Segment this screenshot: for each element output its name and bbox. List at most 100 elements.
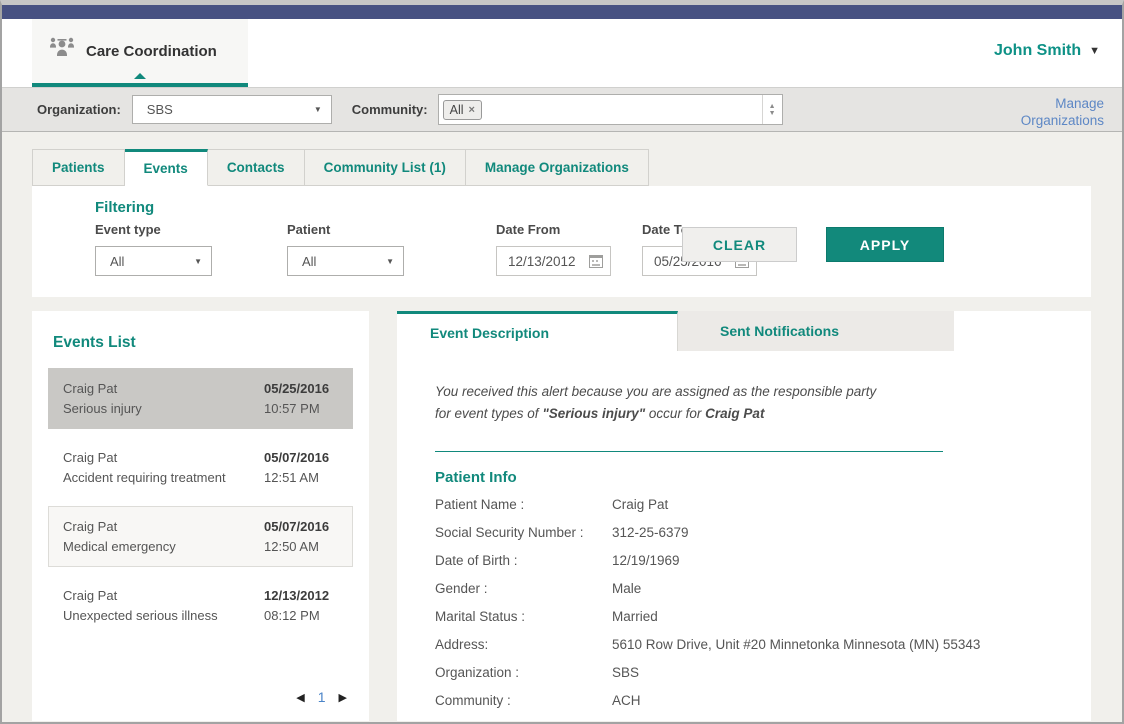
event-type: Serious injury (63, 401, 142, 416)
info-label: Patient Name : (435, 497, 525, 512)
main-content: Patients Events Contacts Community List … (2, 132, 1122, 722)
clear-button[interactable]: CLEAR (682, 227, 797, 262)
event-list-item[interactable]: Craig Pat Accident requiring treatment 0… (48, 437, 353, 498)
user-menu[interactable]: John Smith ▼ (994, 19, 1100, 83)
event-patient: Craig Pat (63, 450, 118, 465)
info-value: Married (612, 609, 658, 624)
event-patient: Craig Pat (63, 588, 118, 603)
event-detail-panel: Event Description Sent Notifications You… (397, 311, 1091, 721)
event-date: 05/25/2016 (264, 381, 330, 396)
tab-events[interactable]: Events (124, 149, 208, 186)
header: Care Coordination John Smith ▼ (2, 19, 1122, 87)
tab-event-description[interactable]: Event Description (397, 311, 678, 351)
organization-select[interactable]: SBS ▼ (131, 95, 332, 124)
info-label: Marital Status : (435, 609, 526, 624)
event-type-value: All (110, 253, 125, 269)
chevron-down-icon: ▼ (194, 256, 202, 266)
care-coordination-app-tab[interactable]: Care Coordination (32, 19, 248, 87)
date-from-label: Date From (496, 222, 561, 237)
main-tabs: Patients Events Contacts Community List … (32, 149, 1122, 186)
event-type: Unexpected serious illness (63, 608, 218, 623)
community-chip-label: All (449, 102, 464, 117)
event-type: Accident requiring treatment (63, 470, 226, 485)
date-from-input[interactable]: 12/13/2012 (496, 246, 611, 276)
tab-sent-notifications[interactable]: Sent Notifications (678, 311, 954, 351)
spinner-up-icon[interactable]: ▲ (768, 102, 776, 110)
info-label: Date of Birth : (435, 553, 518, 568)
patient-label: Patient (287, 222, 331, 237)
patient-info-row: Marital Status : Married (435, 609, 1091, 624)
patient-info-row: Date of Birth : 12/19/1969 (435, 553, 1091, 568)
patient-field: Patient All ▼ (287, 222, 404, 276)
community-spinner[interactable]: ▲ ▼ (761, 95, 782, 124)
event-list-item[interactable]: Craig Pat Serious injury 05/25/2016 10:5… (48, 368, 353, 429)
page-number[interactable]: 1 (317, 689, 326, 705)
page-prev-icon[interactable]: ◀ (296, 691, 305, 704)
patient-info-row: Gender : Male (435, 581, 1091, 596)
patient-info-title: Patient Info (435, 469, 517, 486)
alert-line2-pre: for event types of (435, 406, 543, 421)
event-time: 10:57 PM (264, 401, 320, 416)
chevron-down-icon: ▼ (386, 256, 394, 266)
events-list-panel: Events List Craig Pat Serious injury 05/… (32, 311, 369, 721)
patient-info-row: Community : ACH (435, 693, 1091, 708)
date-to-label: Date To (642, 222, 689, 237)
apply-button[interactable]: APPLY (826, 227, 944, 262)
spinner-down-icon[interactable]: ▼ (768, 109, 776, 117)
organization-label: Organization: (37, 102, 121, 117)
alert-patient: Craig Pat (705, 406, 765, 421)
info-value: ACH (612, 693, 641, 708)
info-value: Craig Pat (612, 497, 669, 512)
event-type: Medical emergency (63, 539, 176, 554)
event-type-select[interactable]: All ▼ (95, 246, 212, 276)
tab-community-list[interactable]: Community List (1) (304, 149, 466, 186)
event-list-item[interactable]: Craig Pat Medical emergency 05/07/2016 1… (48, 506, 353, 567)
event-type-field: Event type All ▼ (95, 222, 212, 276)
patient-info-row: Patient Name : Craig Pat (435, 497, 1091, 512)
tab-contacts[interactable]: Contacts (207, 149, 305, 186)
alert-event-type: "Serious injury" (542, 406, 646, 421)
alert-message: You received this alert because you are … (435, 381, 1091, 425)
tab-manage-organizations[interactable]: Manage Organizations (465, 149, 649, 186)
event-patient: Craig Pat (63, 519, 118, 534)
chevron-down-icon: ▼ (313, 105, 322, 114)
detail-tabs: Event Description Sent Notifications (397, 311, 1091, 351)
calendar-icon[interactable] (589, 254, 603, 268)
tab-patients[interactable]: Patients (32, 149, 125, 186)
page-next-icon[interactable]: ▶ (338, 691, 347, 704)
info-value: 12/19/1969 (612, 553, 680, 568)
events-list-title: Events List (53, 334, 136, 351)
filtering-panel: Filtering Event type All ▼ Patient All ▼ (32, 186, 1091, 297)
event-time: 12:50 AM (264, 539, 319, 554)
info-label: Address: (435, 637, 489, 652)
event-type-label: Event type (95, 222, 161, 237)
patient-select[interactable]: All ▼ (287, 246, 404, 276)
info-label: Gender : (435, 581, 488, 596)
community-multiselect[interactable]: All × ▲ ▼ (437, 94, 783, 125)
event-time: 08:12 PM (264, 608, 320, 623)
teal-divider (435, 451, 943, 452)
patient-info-row: Social Security Number : 312-25-6379 (435, 525, 1091, 540)
patient-value: All (302, 253, 317, 269)
user-name: John Smith (994, 42, 1082, 59)
event-date: 05/07/2016 (264, 450, 330, 465)
community-chip: All × (442, 99, 482, 120)
info-label: Social Security Number : (435, 525, 584, 540)
manage-organizations-link[interactable]: Manage Organizations (1020, 96, 1104, 128)
event-date: 05/07/2016 (264, 519, 330, 534)
top-accent-bar (2, 5, 1122, 19)
date-from-value: 12/13/2012 (508, 253, 576, 269)
event-patient: Craig Pat (63, 381, 118, 396)
event-list-item[interactable]: Craig Pat Unexpected serious illness 12/… (48, 575, 353, 636)
event-date: 12/13/2012 (264, 588, 330, 603)
chevron-down-icon: ▼ (1089, 45, 1100, 57)
chip-close-icon[interactable]: × (468, 103, 475, 116)
care-coordination-icon (48, 36, 76, 67)
alert-line1: You received this alert because you are … (435, 384, 877, 399)
alert-line2-mid: occur for (645, 406, 706, 421)
patient-info-row: Organization : SBS (435, 665, 1091, 680)
app-title: Care Coordination (86, 42, 217, 60)
info-value: 312-25-6379 (612, 525, 689, 540)
organization-toolbar: Organization: SBS ▼ Community: All × ▲ ▼… (2, 87, 1122, 132)
